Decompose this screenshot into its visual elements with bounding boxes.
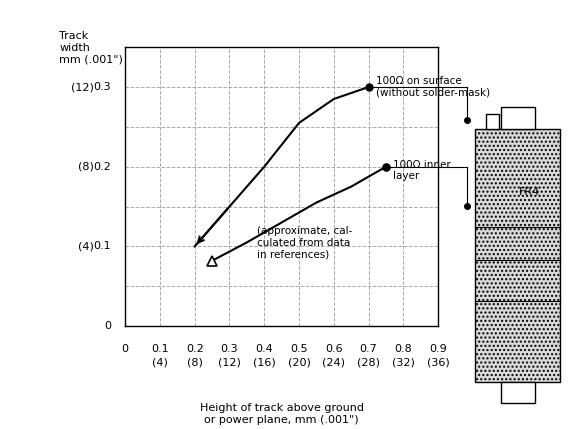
Bar xyxy=(501,107,535,129)
Text: 100Ω on surface
(without solder-mask): 100Ω on surface (without solder-mask) xyxy=(376,76,490,98)
Text: 0.2: 0.2 xyxy=(93,162,112,172)
Text: 0.2: 0.2 xyxy=(186,344,204,353)
Text: 0.7: 0.7 xyxy=(360,344,377,353)
Text: 0.8: 0.8 xyxy=(394,344,412,353)
Text: 0.1: 0.1 xyxy=(94,242,112,251)
Text: (32): (32) xyxy=(392,358,415,368)
Text: (4): (4) xyxy=(78,242,94,251)
Bar xyxy=(501,382,535,403)
Text: (36): (36) xyxy=(427,358,450,368)
Text: 0.9: 0.9 xyxy=(429,344,447,353)
Text: 0.4: 0.4 xyxy=(255,344,273,353)
Text: (12): (12) xyxy=(71,82,94,92)
Text: 0.3: 0.3 xyxy=(94,82,112,92)
Text: (16): (16) xyxy=(253,358,275,368)
Text: (28): (28) xyxy=(357,358,380,368)
Bar xyxy=(475,129,560,382)
Text: (approximate, cal-
culated from data
in references): (approximate, cal- culated from data in … xyxy=(257,227,353,260)
Text: Height of track above ground
or power plane, mm (.001"): Height of track above ground or power pl… xyxy=(200,403,364,425)
Text: (8): (8) xyxy=(78,162,94,172)
Text: FR4: FR4 xyxy=(518,187,540,197)
Text: 0.5: 0.5 xyxy=(290,344,308,353)
Text: (24): (24) xyxy=(322,358,345,368)
Text: 0: 0 xyxy=(122,344,129,353)
Text: 0.6: 0.6 xyxy=(325,344,343,353)
Text: 100Ω inner
layer: 100Ω inner layer xyxy=(393,160,451,181)
Text: (20): (20) xyxy=(287,358,311,368)
Text: (12): (12) xyxy=(218,358,241,368)
Text: 0: 0 xyxy=(104,321,112,331)
Text: 0.1: 0.1 xyxy=(151,344,169,353)
Bar xyxy=(486,114,500,129)
Text: Track
width
mm (.001"): Track width mm (.001") xyxy=(59,31,123,64)
Text: (8): (8) xyxy=(187,358,203,368)
Text: 0.3: 0.3 xyxy=(221,344,238,353)
Text: (4): (4) xyxy=(152,358,168,368)
